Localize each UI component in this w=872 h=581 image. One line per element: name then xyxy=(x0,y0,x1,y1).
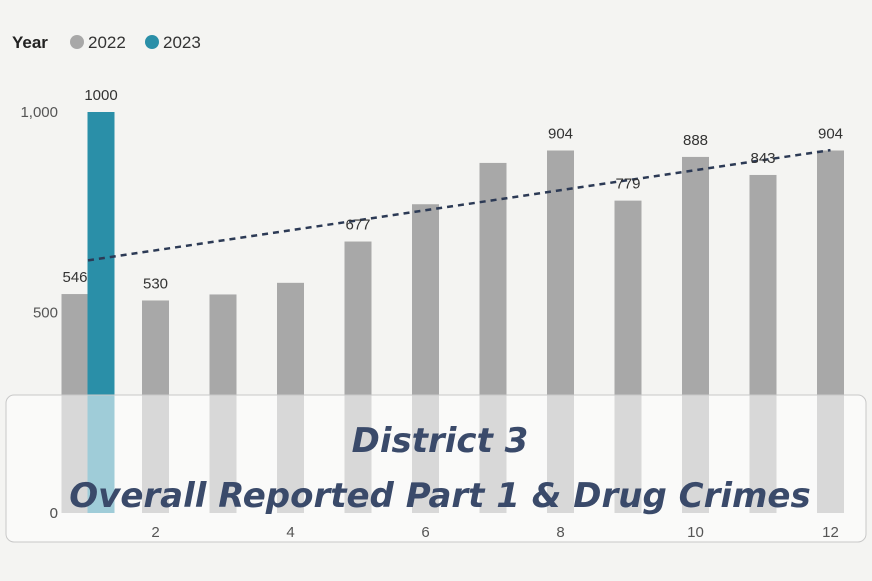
title-overlay: District 3 Overall Reported Part 1 & Drug… xyxy=(5,394,867,543)
y-tick-label-zero: 0 xyxy=(50,505,58,522)
data-label-2022-10: 888 xyxy=(683,132,708,149)
x-tick-label: 2 xyxy=(151,524,159,541)
data-label-2022-11: 843 xyxy=(750,150,775,167)
trendline xyxy=(87,148,831,262)
x-axis: 2 4 6 8 10 12 0 xyxy=(50,505,839,541)
data-label-2022-9: 779 xyxy=(615,176,640,193)
overlay-title-line1: District 3 xyxy=(352,421,529,461)
data-label-2022-2: 530 xyxy=(143,275,168,292)
trendline-2022 xyxy=(87,148,831,262)
x-tick-label: 12 xyxy=(822,524,839,541)
x-tick-label: 6 xyxy=(421,524,429,541)
x-tick-label: 4 xyxy=(286,524,294,541)
title-panel xyxy=(5,394,867,543)
legend-title: Year xyxy=(12,33,48,52)
data-label-2022-8: 904 xyxy=(548,125,573,142)
legend-marker-2022 xyxy=(70,35,84,49)
y-tick-label: 1,000 xyxy=(20,104,58,121)
legend-label-2022: 2022 xyxy=(88,33,126,52)
data-label-2022-1: 546 xyxy=(62,269,87,286)
legend: Year 2022 2023 xyxy=(12,33,201,52)
x-tick-label: 8 xyxy=(556,524,564,541)
data-label-2022-12: 904 xyxy=(818,125,843,142)
data-label-2023-1: 1000 xyxy=(84,87,117,104)
data-label-2022-5: 677 xyxy=(345,217,370,234)
y-tick-label: 500 xyxy=(33,305,58,322)
overlay-title-line2: Overall Reported Part 1 & Drug Crimes xyxy=(69,476,810,516)
legend-marker-2023 xyxy=(145,35,159,49)
data-labels: 546 1000 530 677 904 779 888 843 904 xyxy=(62,87,843,292)
legend-label-2023: 2023 xyxy=(163,33,201,52)
x-tick-label: 10 xyxy=(687,524,704,541)
